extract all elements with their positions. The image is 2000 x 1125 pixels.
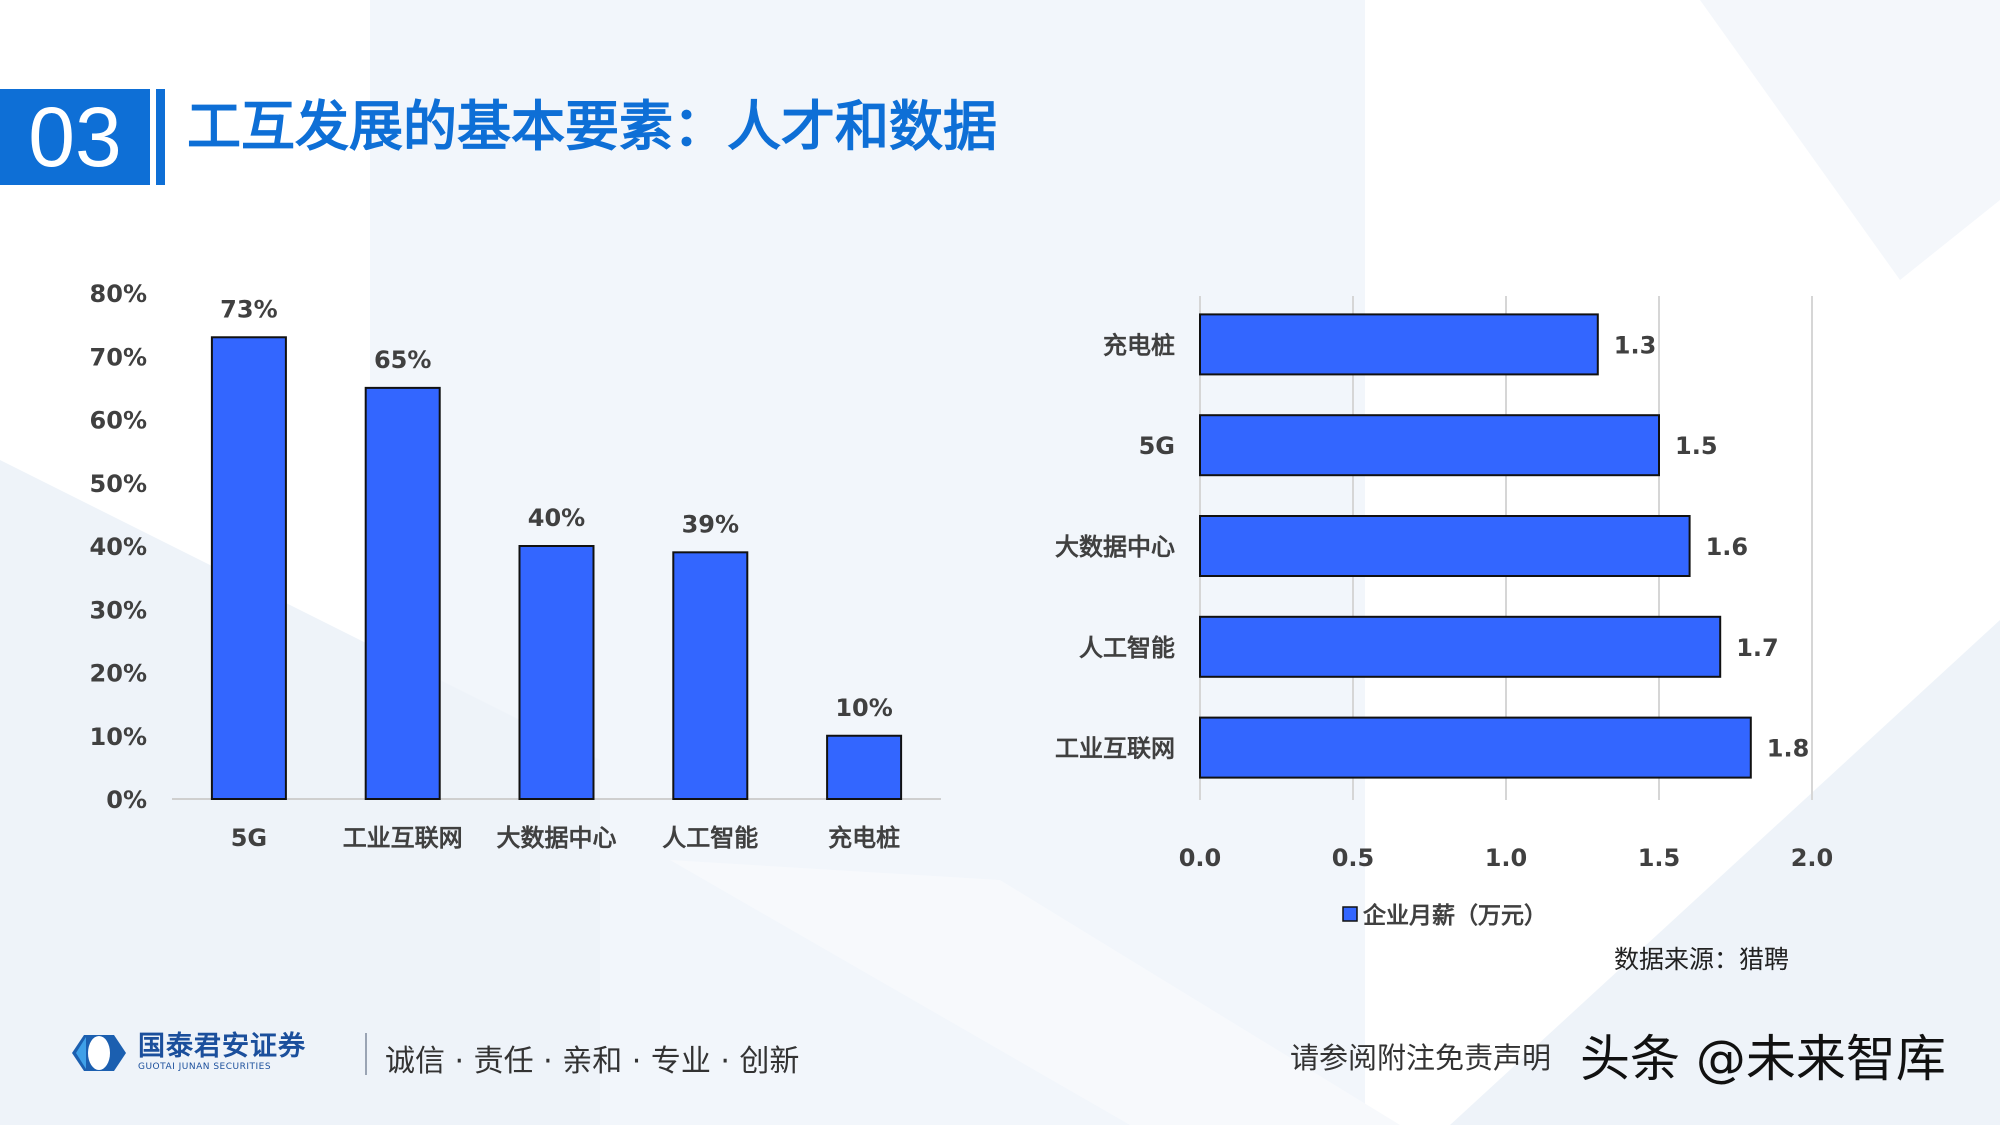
disclaimer: 请参阅附注免责声明 <box>1290 1041 1552 1075</box>
data-label: 39% <box>682 510 739 538</box>
data-label: 1.5 <box>1675 432 1718 460</box>
bar <box>518 545 595 800</box>
y-tick-label: 20% <box>90 660 147 688</box>
bar <box>826 734 903 800</box>
logo-icon <box>72 1034 126 1071</box>
watermark: 头条 @未来智库 <box>1580 1030 1946 1088</box>
logo-name-cn: 国泰君安证券 <box>138 1031 306 1062</box>
slogan: 诚信 · 责任 · 亲和 · 专业 · 创新 <box>385 1044 800 1079</box>
bar <box>1199 716 1752 779</box>
bar <box>210 336 287 800</box>
x-tick-label: 人工智能 <box>662 824 758 852</box>
y-tick-label: 工业互联网 <box>1055 735 1175 763</box>
y-tick-label: 大数据中心 <box>1055 533 1175 561</box>
bar <box>1199 615 1722 678</box>
data-label: 40% <box>528 504 585 532</box>
y-tick-label: 人工智能 <box>1079 634 1175 662</box>
data-label: 1.3 <box>1614 331 1657 359</box>
x-tick-label: 0.0 <box>1179 844 1222 872</box>
data-label: 1.7 <box>1736 634 1779 662</box>
legend-swatch <box>1342 906 1358 922</box>
legend-label: 企业月薪（万元） <box>1362 902 1547 929</box>
y-tick-label: 70% <box>90 343 147 371</box>
y-tick-label: 10% <box>90 723 147 751</box>
y-tick-label: 60% <box>90 407 147 435</box>
data-label: 1.6 <box>1706 533 1749 561</box>
section-number: 03 <box>0 89 150 185</box>
logo-name-en: GUOTAI JUNAN SECURITIES <box>138 1062 272 1072</box>
data-label: 73% <box>220 295 277 323</box>
data-label: 65% <box>374 346 431 374</box>
section-divider <box>156 89 165 185</box>
y-tick-label: 50% <box>90 470 147 498</box>
y-tick-label: 80% <box>90 280 147 308</box>
x-tick-label: 工业互联网 <box>343 824 463 852</box>
x-tick-label: 2.0 <box>1791 844 1834 872</box>
data-label: 10% <box>835 694 892 722</box>
bar <box>364 386 441 800</box>
bar <box>1199 414 1660 477</box>
x-tick-label: 1.5 <box>1638 844 1681 872</box>
y-tick-label: 5G <box>1139 432 1175 460</box>
page-title: 工互发展的基本要素：人才和数据 <box>187 95 997 158</box>
y-tick-label: 充电桩 <box>1103 331 1175 359</box>
data-source: 数据来源：猎聘 <box>1614 945 1790 974</box>
x-tick-label: 大数据中心 <box>497 824 617 852</box>
x-tick-label: 0.5 <box>1332 844 1375 872</box>
y-tick-label: 30% <box>90 596 147 624</box>
x-tick-label: 1.0 <box>1485 844 1528 872</box>
y-tick-label: 40% <box>90 533 147 561</box>
company-logo: 国泰君安证券 GUOTAI JUNAN SECURITIES <box>70 1032 306 1073</box>
data-label: 1.8 <box>1767 735 1810 763</box>
bar <box>672 551 749 801</box>
footer-divider <box>365 1033 367 1075</box>
y-tick-label: 0% <box>106 786 147 814</box>
bar <box>1199 313 1599 376</box>
x-tick-label: 5G <box>231 824 267 852</box>
x-tick-label: 充电桩 <box>828 824 900 852</box>
bar <box>1199 515 1691 577</box>
